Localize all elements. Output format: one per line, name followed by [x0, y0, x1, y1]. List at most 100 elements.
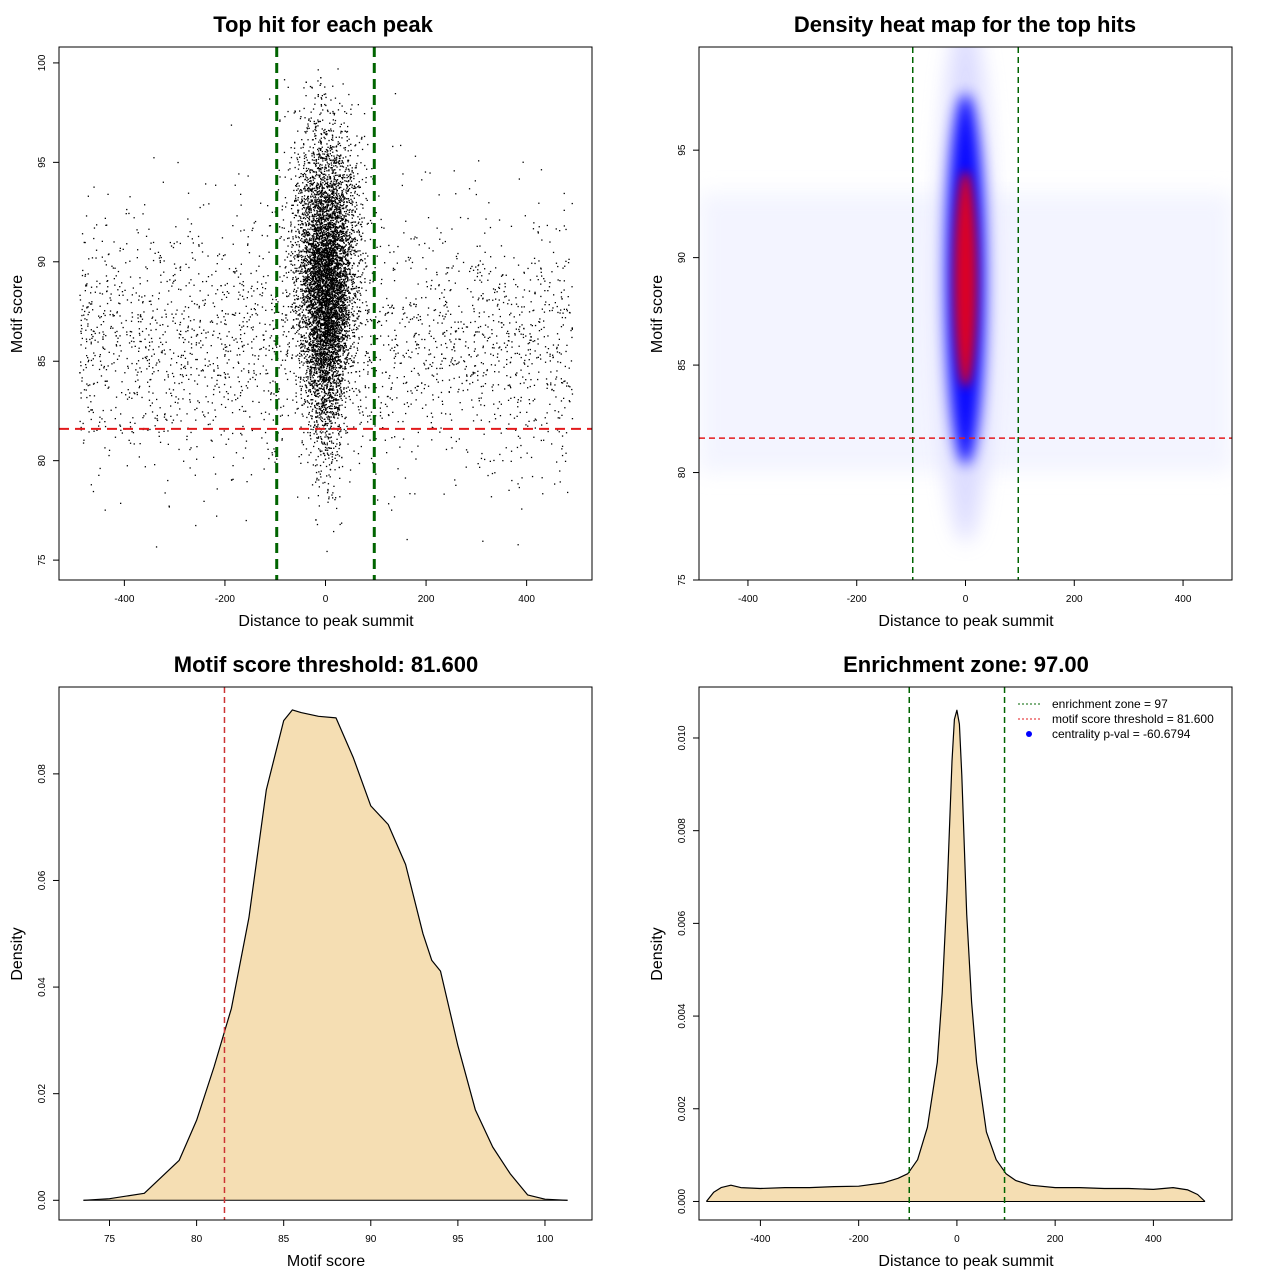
scatter-point: [322, 233, 324, 235]
scatter-point: [342, 310, 344, 312]
scatter-point: [298, 309, 300, 311]
scatter-point: [295, 312, 297, 314]
scatter-point: [324, 151, 326, 153]
scatter-point: [310, 182, 312, 184]
scatter-point: [329, 328, 331, 331]
scatter-point: [323, 200, 326, 202]
scatter-point: [328, 391, 330, 393]
scatter-point: [306, 254, 308, 257]
scatter-point: [304, 207, 306, 209]
scatter-point: [306, 130, 308, 132]
scatter-point: [329, 330, 332, 332]
scatter-point: [331, 227, 333, 229]
scatter-point: [343, 310, 345, 313]
scatter-point: [342, 346, 344, 348]
scatter-point: [323, 224, 325, 226]
scatter-point: [346, 130, 349, 133]
scatter-point: [335, 250, 337, 252]
scatter-point: [328, 416, 330, 418]
scatter-point: [308, 335, 310, 337]
scatter-point: [320, 255, 322, 257]
scatter-point: [316, 308, 318, 311]
scatter-point: [337, 217, 339, 220]
scatter-point: [325, 211, 328, 213]
scatter-point: [337, 425, 339, 428]
scatter-point: [311, 200, 314, 202]
scatter-point: [342, 289, 344, 292]
scatter-point: [338, 206, 340, 209]
scatter-point: [293, 147, 296, 149]
scatter-point: [344, 318, 346, 320]
scatter-point: [326, 133, 328, 135]
scatter-point: [313, 339, 315, 341]
scatter-point: [307, 401, 309, 403]
scatter-point: [338, 245, 340, 247]
scatter-point: [314, 292, 317, 294]
scatter-point: [321, 442, 323, 444]
scatter-point: [324, 264, 326, 267]
scatter-point: [296, 267, 298, 270]
scatter-point: [305, 301, 308, 303]
scatter-point: [337, 359, 339, 362]
scatter-point: [324, 281, 327, 283]
scatter-point: [320, 274, 323, 276]
scatter-point: [341, 336, 344, 338]
scatter-point: [314, 97, 316, 99]
scatter-point: [332, 392, 335, 395]
scatter-point: [351, 202, 353, 204]
scatter-point: [331, 219, 333, 221]
scatter-point: [312, 238, 315, 240]
scatter-point: [319, 285, 321, 288]
scatter-point: [291, 229, 293, 231]
scatter-point: [331, 286, 334, 288]
scatter-point: [344, 350, 346, 352]
scatter-point: [327, 488, 329, 491]
scatter-point: [326, 273, 328, 275]
scatter-point: [337, 285, 339, 287]
scatter-point: [337, 246, 339, 248]
scatter-point: [312, 334, 314, 336]
scatter-point: [301, 442, 303, 444]
scatter-point: [313, 228, 316, 230]
scatter-point: [326, 359, 328, 361]
scatter-point: [327, 332, 329, 334]
scatter-point: [360, 239, 362, 241]
scatter-point: [347, 286, 350, 288]
scatter-point: [324, 177, 326, 179]
scatter-point: [310, 308, 312, 310]
scatter-point: [318, 310, 320, 312]
scatter-point: [314, 384, 316, 386]
scatter-point: [342, 263, 344, 265]
scatter-point: [314, 244, 316, 246]
scatter-point: [330, 242, 332, 245]
scatter-point: [333, 209, 336, 211]
scatter-point: [348, 199, 350, 202]
scatter-point: [304, 347, 306, 349]
scatter-point: [331, 400, 333, 402]
scatter-point: [340, 253, 342, 255]
scatter-point: [291, 357, 293, 359]
scatter-point: [338, 226, 340, 229]
scatter-point: [318, 239, 320, 241]
scatter-point: [307, 319, 310, 321]
scatter-point: [310, 374, 312, 376]
scatter-point: [353, 293, 355, 295]
scatter-point: [334, 322, 337, 324]
scatter-point: [314, 350, 316, 352]
scatter-point: [300, 217, 302, 219]
scatter-point: [330, 180, 333, 182]
scatter-point: [319, 217, 321, 219]
scatter-point: [330, 288, 333, 290]
scatter-point: [319, 418, 322, 420]
scatter-point: [317, 323, 319, 325]
scatter-point: [338, 282, 340, 284]
scatter-point: [319, 360, 321, 362]
scatter-point: [328, 369, 330, 371]
scatter-point: [355, 388, 357, 390]
scatter-point: [330, 207, 332, 209]
scatter-point: [338, 338, 341, 340]
scatter-point: [322, 323, 324, 326]
scatter-point: [328, 496, 330, 498]
scatter-point: [317, 276, 319, 278]
scatter-point: [334, 201, 337, 203]
